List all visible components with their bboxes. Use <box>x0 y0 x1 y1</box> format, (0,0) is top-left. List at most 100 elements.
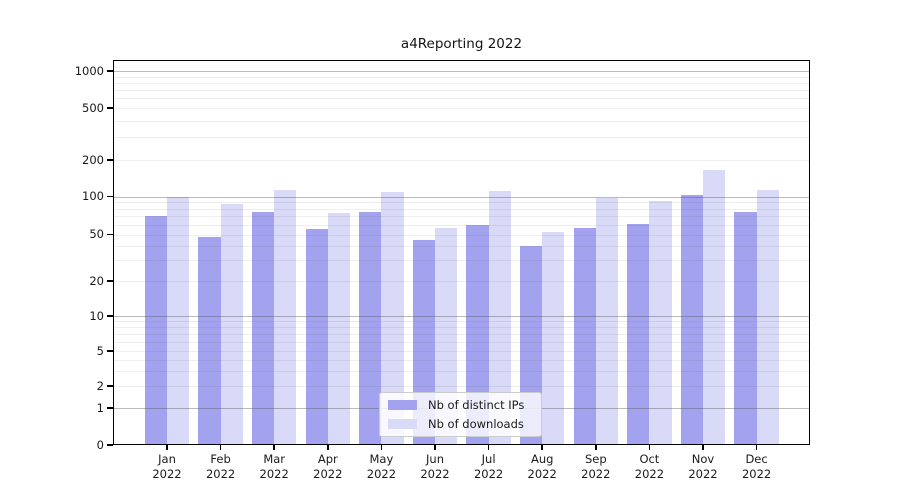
bar-oct-nb-of-distinct-ips <box>627 223 650 445</box>
legend: Nb of distinct IPs Nb of downloads <box>379 392 542 437</box>
x-tick-month-feb: Feb <box>210 452 231 466</box>
x-tick-jun <box>434 445 436 450</box>
x-tick-label-aug: Aug 2022 <box>510 452 574 481</box>
x-tick-label-apr: Apr 2022 <box>296 452 360 481</box>
legend-item-nb-of-downloads: Nb of downloads <box>386 416 535 432</box>
x-tick-month-jul: Jul <box>481 452 496 466</box>
bar-feb-nb-of-distinct-ips <box>198 236 221 445</box>
x-tick-year-aug: 2022 <box>527 466 557 481</box>
bar-nov-nb-of-downloads <box>703 170 726 445</box>
y-gridline-minor-700 <box>113 90 810 92</box>
x-tick-apr <box>326 445 329 450</box>
y-gridline-minor-500 <box>113 108 810 109</box>
bar-jan-nb-of-distinct-ips <box>144 216 167 445</box>
x-tick-year-jan: 2022 <box>152 466 182 481</box>
y-gridline-minor-300 <box>113 136 810 138</box>
bar-dec-nb-of-distinct-ips <box>734 212 757 445</box>
y-tick-200 <box>107 159 113 161</box>
bar-sep-nb-of-downloads <box>595 197 619 445</box>
y-gridline-minor-3 <box>113 370 810 372</box>
bar-sep-nb-of-distinct-ips <box>573 228 596 445</box>
x-tick-month-nov: Nov <box>691 452 715 466</box>
x-tick-month-apr: Apr <box>317 452 338 466</box>
y-gridline-minor-4 <box>113 359 810 361</box>
y-gridline-minor-20 <box>113 281 810 282</box>
x-tick-feb <box>219 445 222 450</box>
x-tick-year-jul: 2022 <box>473 466 504 481</box>
plot-area <box>113 60 810 445</box>
bar-aug-nb-of-downloads <box>542 232 565 445</box>
x-tick-month-oct: Oct <box>639 452 660 466</box>
y-tick-20 <box>107 280 113 282</box>
x-tick-month-aug: Aug <box>530 452 554 466</box>
y-gridline-minor-2 <box>113 386 810 387</box>
x-tick-label-oct: Oct 2022 <box>617 452 681 481</box>
legend-swatch-nb-of-distinct-ips <box>388 400 417 410</box>
x-tick-mar <box>273 445 276 450</box>
x-tick-year-dec: 2022 <box>741 466 772 481</box>
y-gridline-minor-900 <box>113 76 810 78</box>
x-tick-label-mar: Mar 2022 <box>242 452 306 481</box>
y-tick-label-2: 2 <box>96 378 104 393</box>
x-tick-year-may: 2022 <box>366 466 397 481</box>
x-tick-jul <box>487 445 490 450</box>
x-tick-month-dec: Dec <box>745 452 768 466</box>
x-tick-label-jul: Jul 2022 <box>457 452 521 481</box>
bar-may-nb-of-distinct-ips <box>359 211 382 445</box>
y-gridline-minor-6 <box>113 341 810 343</box>
y-gridline-minor-50 <box>113 234 810 236</box>
bar-jul-nb-of-distinct-ips <box>466 224 489 445</box>
bar-oct-nb-of-downloads <box>649 201 672 445</box>
chart-title: a4Reporting 2022 <box>400 36 523 52</box>
x-tick-month-jun: Jun <box>426 452 444 466</box>
x-tick-nov <box>702 445 704 450</box>
bar-apr-nb-of-distinct-ips <box>305 229 328 445</box>
y-tick-1000 <box>107 70 113 72</box>
bar-feb-nb-of-downloads <box>220 203 243 445</box>
y-gridline-minor-60 <box>113 224 810 226</box>
x-tick-year-nov: 2022 <box>688 466 718 481</box>
y-gridline-minor-9 <box>113 321 810 323</box>
bar-jan-nb-of-downloads <box>167 196 190 445</box>
x-tick-year-feb: 2022 <box>205 466 236 481</box>
y-gridline-major-1000 <box>113 71 810 72</box>
x-tick-year-jun: 2022 <box>420 466 450 481</box>
y-gridline-minor-30 <box>113 260 810 262</box>
y-tick-label-500: 500 <box>82 100 104 115</box>
x-tick-month-mar: Mar <box>263 452 286 466</box>
y-gridline-minor-80 <box>113 208 810 210</box>
x-tick-aug <box>541 445 544 450</box>
y-gridline-minor-800 <box>113 82 810 84</box>
bar-apr-nb-of-downloads <box>327 213 351 445</box>
x-tick-label-jan: Jan 2022 <box>135 452 199 481</box>
y-tick-label-20: 20 <box>89 273 104 288</box>
y-gridline-minor-400 <box>113 120 810 122</box>
x-tick-jan <box>166 445 168 450</box>
bar-mar-nb-of-downloads <box>274 190 297 445</box>
y-tick-100 <box>107 195 113 198</box>
y-tick-50 <box>107 233 113 236</box>
x-tick-label-feb: Feb 2022 <box>189 452 253 481</box>
x-tick-oct <box>648 445 651 450</box>
y-tick-label-5: 5 <box>96 343 104 358</box>
bar-mar-nb-of-distinct-ips <box>251 212 275 445</box>
x-tick-label-jun: Jun 2022 <box>403 452 467 481</box>
y-tick-0 <box>107 444 113 446</box>
x-tick-label-may: May 2022 <box>349 452 413 481</box>
y-tick-label-0: 0 <box>96 437 104 452</box>
x-tick-may <box>380 445 383 450</box>
bar-nov-nb-of-distinct-ips <box>680 194 703 445</box>
x-tick-year-apr: 2022 <box>313 466 343 481</box>
x-tick-label-sep: Sep 2022 <box>564 452 628 481</box>
x-tick-year-sep: 2022 <box>581 466 611 481</box>
x-tick-dec <box>755 445 758 450</box>
y-gridline-minor-90 <box>113 202 810 204</box>
y-tick-label-100: 100 <box>82 189 104 203</box>
legend-item-nb-of-distinct-ips: Nb of distinct IPs <box>386 397 535 413</box>
y-gridline-major-100 <box>113 196 810 198</box>
bar-jun-nb-of-downloads <box>435 228 458 445</box>
y-gridline-minor-70 <box>113 216 810 218</box>
legend-label-nb-of-downloads: Nb of downloads <box>428 417 524 431</box>
y-tick-5 <box>107 350 113 352</box>
